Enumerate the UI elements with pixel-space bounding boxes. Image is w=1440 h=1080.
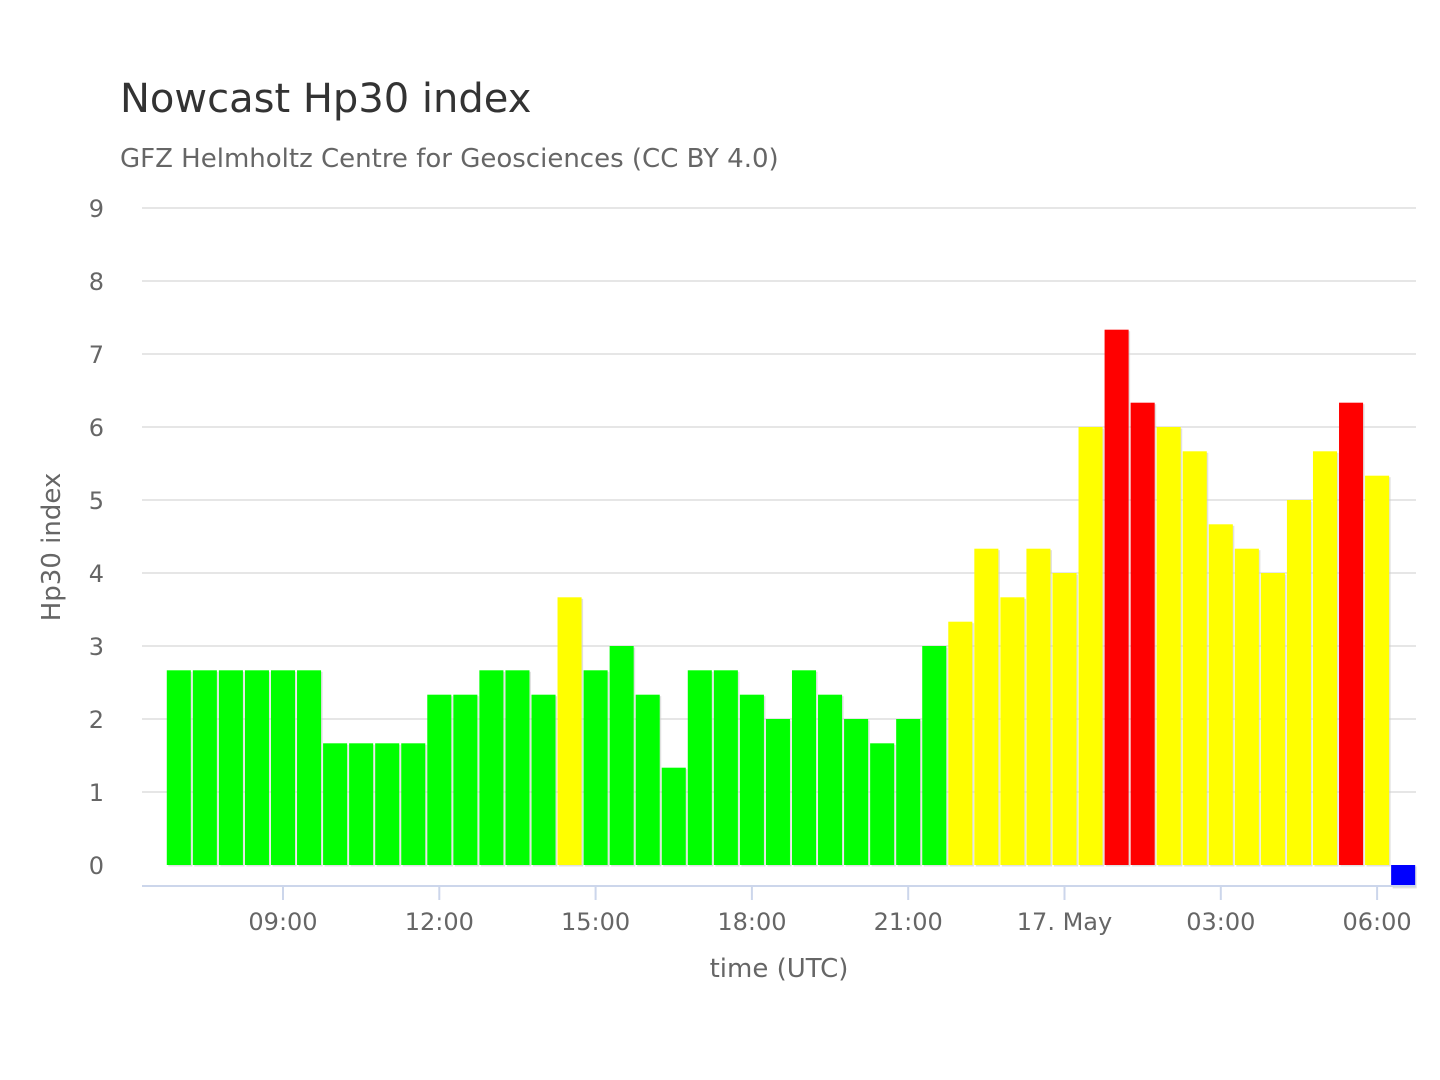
y-tick-label: 2 (89, 706, 104, 734)
bar[interactable] (896, 719, 921, 865)
bar[interactable] (661, 767, 686, 865)
y-tick-label: 1 (89, 779, 104, 807)
bar[interactable] (1286, 500, 1311, 865)
bar[interactable] (218, 670, 243, 865)
bar[interactable] (739, 694, 764, 865)
bar[interactable] (1260, 573, 1285, 865)
bar[interactable] (1000, 597, 1025, 865)
bar[interactable] (297, 670, 322, 865)
bar[interactable] (1182, 451, 1207, 865)
bar[interactable] (1339, 402, 1364, 865)
bar[interactable] (1104, 329, 1129, 865)
bar[interactable] (270, 670, 296, 865)
bar[interactable] (323, 743, 348, 865)
bar[interactable] (635, 694, 660, 865)
chart-subtitle: GFZ Helmholtz Centre for Geosciences (CC… (120, 144, 779, 174)
bar[interactable] (713, 670, 738, 865)
bar[interactable] (844, 719, 869, 865)
x-axis-title: time (UTC) (710, 954, 849, 984)
bar[interactable] (349, 743, 374, 865)
bar[interactable] (818, 694, 843, 865)
y-tick-label: 0 (89, 852, 104, 880)
bar[interactable] (583, 670, 608, 865)
x-tick-label: 15:00 (561, 908, 630, 936)
bar[interactable] (166, 670, 191, 865)
x-axis: 09:00 12:00 15:00 18:00 21:00 17. May 03:00 06:… (142, 885, 1416, 936)
bar[interactable] (479, 670, 504, 865)
x-tick-label: 03:00 (1186, 908, 1255, 936)
bar[interactable] (427, 694, 452, 865)
bar[interactable] (1208, 524, 1233, 865)
bar[interactable] (401, 743, 426, 865)
y-axis-ticks: 0 1 2 3 4 5 6 7 8 9 (89, 195, 104, 880)
bar[interactable] (1312, 451, 1338, 865)
y-tick-label: 7 (89, 341, 104, 369)
bar[interactable] (1365, 475, 1390, 865)
bar[interactable] (609, 646, 634, 865)
bar[interactable] (948, 621, 973, 865)
bar[interactable] (974, 548, 999, 865)
bar[interactable] (192, 670, 217, 865)
x-tick-label: 09:00 (248, 908, 317, 936)
x-tick-label: 17. May (1017, 908, 1112, 936)
bar[interactable] (870, 743, 895, 865)
bar[interactable] (765, 719, 790, 865)
bar[interactable] (1156, 427, 1181, 865)
y-axis-title: Hp30 index (37, 473, 67, 622)
bar[interactable] (687, 670, 712, 865)
y-tick-label: 5 (89, 487, 104, 515)
bar[interactable] (922, 646, 947, 865)
x-tick-label: 06:00 (1343, 908, 1412, 936)
x-tick-label: 12:00 (405, 908, 474, 936)
y-tick-label: 8 (89, 268, 104, 296)
bars (166, 329, 1417, 889)
bar[interactable] (1391, 865, 1416, 887)
bar[interactable] (375, 743, 400, 865)
bar[interactable] (557, 597, 582, 865)
bar[interactable] (1130, 402, 1155, 865)
y-tick-label: 4 (89, 560, 104, 588)
bar[interactable] (453, 694, 478, 865)
bar[interactable] (531, 694, 556, 865)
x-tick-label: 21:00 (874, 908, 943, 936)
bar[interactable] (1052, 573, 1077, 865)
bar[interactable] (1026, 548, 1051, 865)
x-tick-label: 18:00 (717, 908, 786, 936)
y-tick-label: 9 (89, 195, 104, 223)
y-tick-label: 3 (89, 633, 104, 661)
bar[interactable] (791, 670, 817, 865)
bar[interactable] (1234, 548, 1259, 865)
chart-title: Nowcast Hp30 index (120, 76, 532, 122)
bar[interactable] (505, 670, 530, 865)
y-tick-label: 6 (89, 414, 104, 442)
bar[interactable] (244, 670, 269, 865)
bar[interactable] (1078, 427, 1103, 865)
